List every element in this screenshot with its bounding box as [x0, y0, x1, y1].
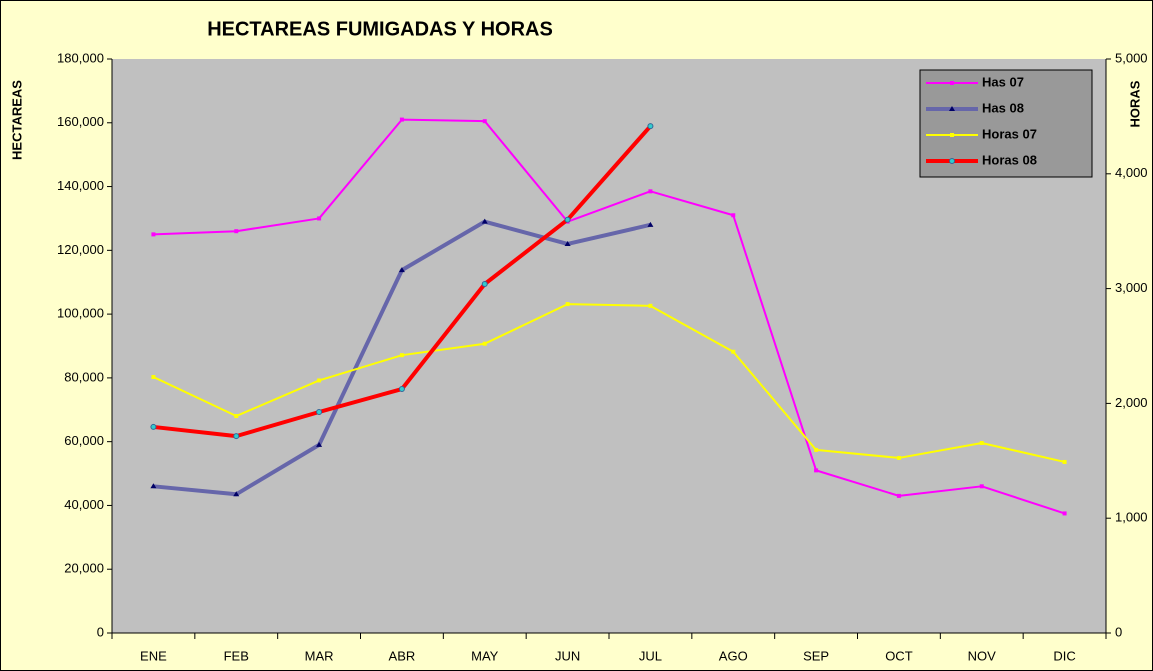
marker — [896, 455, 901, 460]
y2-tick-label: 0 — [1115, 624, 1122, 639]
marker — [398, 267, 405, 273]
y-tick-label: 120,000 — [57, 242, 104, 257]
y-tick-label: 20,000 — [64, 561, 104, 576]
marker — [565, 302, 570, 307]
chart-title: HECTAREAS FUMIGADAS Y HORAS — [207, 18, 553, 40]
marker — [150, 483, 157, 489]
marker — [482, 119, 487, 124]
y-tick-label: 100,000 — [57, 306, 104, 321]
marker — [398, 386, 405, 393]
y-tick-label: 140,000 — [57, 178, 104, 193]
y-tick-label: 40,000 — [64, 497, 104, 512]
marker — [399, 117, 404, 122]
marker — [316, 441, 323, 447]
y2-tick-label: 3,000 — [1115, 280, 1148, 295]
marker — [979, 484, 984, 489]
legend-label: Has 08 — [982, 100, 1024, 115]
marker — [482, 341, 487, 346]
marker — [731, 349, 736, 354]
marker — [317, 216, 322, 221]
x-tick-label: MAR — [305, 648, 334, 663]
x-tick-label: MAY — [471, 648, 499, 663]
y-tick-label: 160,000 — [57, 114, 104, 129]
y-tick-label: 60,000 — [64, 433, 104, 448]
marker — [316, 409, 323, 416]
marker — [950, 81, 954, 85]
marker — [979, 441, 984, 446]
marker — [648, 189, 653, 194]
marker — [233, 433, 240, 440]
marker — [151, 232, 156, 237]
legend-label: Horas 07 — [982, 126, 1037, 141]
marker — [481, 281, 488, 288]
y-tick-label: 80,000 — [64, 369, 104, 384]
y-axis-title: HECTAREAS — [9, 80, 24, 160]
marker — [1062, 511, 1067, 516]
y2-tick-label: 1,000 — [1115, 510, 1148, 525]
marker — [647, 221, 654, 227]
x-tick-label: JUN — [555, 648, 580, 663]
x-tick-label: NOV — [968, 648, 997, 663]
marker — [399, 353, 404, 358]
x-tick-label: ABR — [389, 648, 416, 663]
marker — [234, 414, 239, 419]
series-line — [152, 303, 1065, 463]
marker — [1062, 459, 1067, 464]
x-tick-label: OCT — [885, 648, 913, 663]
marker — [814, 447, 819, 452]
marker — [150, 423, 157, 430]
marker — [896, 493, 901, 498]
y-tick-label: 180,000 — [57, 50, 104, 65]
legend-label: Horas 08 — [982, 152, 1037, 167]
marker — [949, 158, 955, 164]
marker — [949, 106, 955, 111]
y2-axis-title: HORAS — [1127, 80, 1142, 127]
x-tick-label: JUL — [639, 648, 662, 663]
x-tick-label: AGO — [719, 648, 748, 663]
series-line — [153, 118, 1065, 515]
marker — [481, 218, 488, 224]
x-tick-label: DIC — [1053, 648, 1075, 663]
legend-label: Has 07 — [982, 74, 1024, 89]
marker — [648, 303, 653, 308]
marker — [564, 240, 571, 246]
x-tick-label: FEB — [224, 648, 249, 663]
y-tick-label: 0 — [97, 624, 104, 639]
y2-tick-label: 4,000 — [1115, 165, 1148, 180]
y2-tick-label: 5,000 — [1115, 50, 1148, 65]
marker — [647, 123, 654, 130]
marker — [234, 229, 239, 234]
marker — [564, 216, 571, 223]
marker — [317, 378, 322, 383]
marker — [151, 374, 156, 379]
y2-tick-label: 2,000 — [1115, 395, 1148, 410]
marker — [950, 133, 954, 137]
x-tick-label: SEP — [803, 648, 829, 663]
marker — [731, 213, 736, 218]
x-tick-label: ENE — [140, 648, 167, 663]
marker — [814, 468, 819, 473]
marker — [233, 491, 240, 497]
